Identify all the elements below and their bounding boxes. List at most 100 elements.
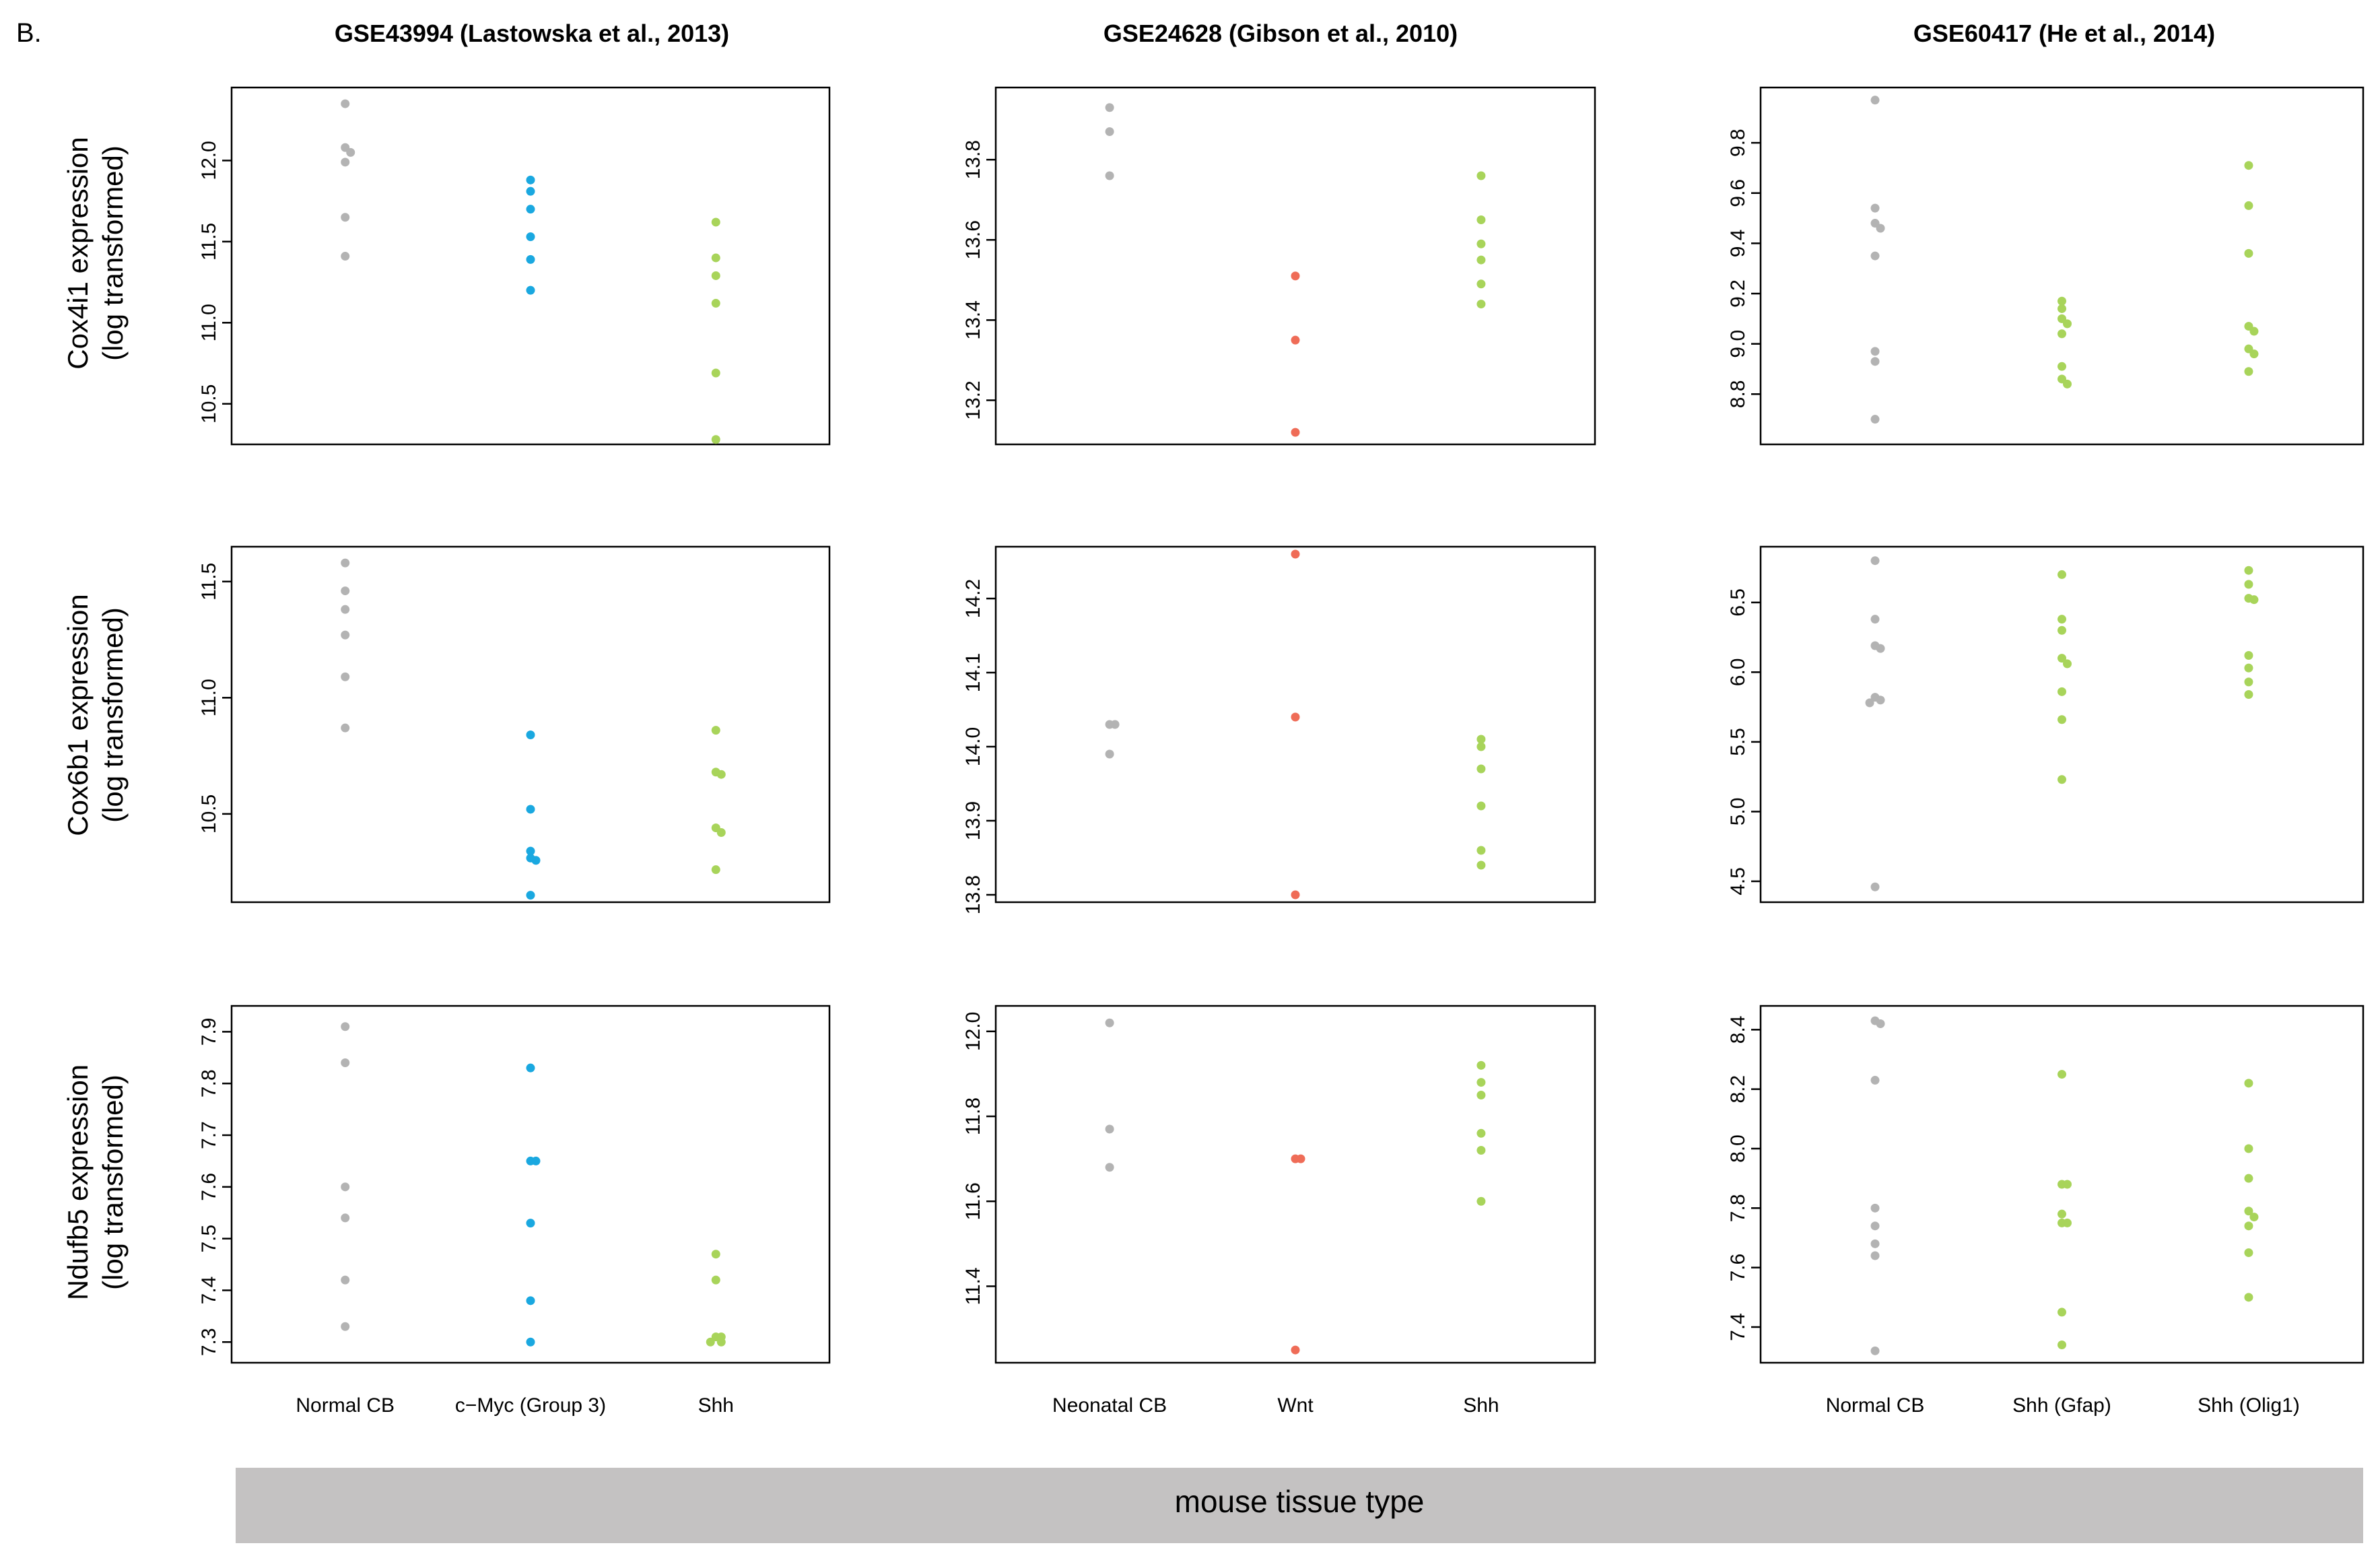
row-label-2: Cox6b1 expression (log transformed): [62, 594, 129, 836]
panel-ndufb5-gse24628-frame: [994, 1005, 1596, 1364]
row-label-3: Ndufb5 expression (log transformed): [62, 1064, 129, 1300]
panel-ndufb5-gse60417-point-1-0: [2058, 1070, 2066, 1079]
panel-cox6b1-gse24628-point-1-1: [1291, 712, 1300, 722]
panel-ndufb5-gse24628-point-1-2: [1291, 1345, 1300, 1355]
bottom-axis-label: mouse tissue type: [1175, 1484, 1425, 1519]
panel-cox6b1-gse24628-point-0-1: [1110, 720, 1120, 729]
panel-ndufb5-gse24628-point-2-5: [1476, 1196, 1486, 1206]
panel-ndufb5-gse60417-point-2-6: [2244, 1248, 2253, 1258]
row-label-2-gene: Cox6b1 expression: [62, 594, 94, 836]
panel-cox6b1-gse24628: 13.8 13.9 14.0 14.1 14.2: [962, 545, 1596, 914]
panel-cox4i1-gse43994-point-0-5: [341, 252, 350, 261]
panel-cox6b1-gse24628-ytick-label-2: 14.0: [962, 727, 984, 766]
panel-ndufb5-gse60417-point-2-1: [2244, 1144, 2253, 1153]
panel-cox4i1-gse24628-point-1-0: [1291, 271, 1300, 281]
panel-cox4i1-gse24628-point-2-2: [1476, 239, 1486, 248]
panel-ndufb5-gse60417-category-label-0: Normal CB: [1826, 1394, 1925, 1417]
row-label-1: Cox4i1 expression (log transformed): [62, 137, 129, 370]
panel-cox4i1-gse24628-point-0-2: [1105, 171, 1114, 180]
panel-cox6b1-gse60417: 4.5 5.0 5.5 6.0 6.5: [1727, 545, 2365, 904]
panel-cox6b1-gse43994-point-0-1: [341, 586, 350, 596]
row-label-1-gene: Cox4i1 expression: [62, 137, 94, 370]
panel-cox4i1-gse60417-point-0-1: [1870, 203, 1880, 213]
panel-cox6b1-gse43994-point-1-4: [531, 856, 541, 865]
panel-cox4i1-gse43994-ytick-label-0: 10.5: [198, 384, 220, 423]
panel-cox6b1-gse60417-point-1-4: [2063, 659, 2072, 669]
panel-ndufb5-gse43994-point-2-4: [706, 1337, 715, 1347]
panel-cox6b1-gse60417-point-0-0: [1870, 556, 1880, 566]
panel-ndufb5-gse43994-point-0-5: [341, 1322, 350, 1331]
panel-cox6b1-gse43994-point-0-2: [341, 605, 350, 614]
panel-ndufb5-gse43994-ytick-label-4: 7.7: [198, 1121, 220, 1149]
panel-cox6b1-gse43994-point-1-2: [526, 846, 535, 856]
panel-ndufb5-gse24628-point-2-4: [1476, 1146, 1486, 1155]
panel-cox4i1-gse60417-point-0-0: [1870, 96, 1880, 105]
panel-cox4i1-gse43994-frame: [230, 86, 831, 446]
panel-ndufb5-gse60417-ytick-label-0: 7.4: [1727, 1313, 1749, 1341]
panel-cox4i1-gse60417-ytick-label-4: 9.6: [1727, 179, 1749, 207]
panel-ndufb5-gse60417-point-1-3: [2058, 1209, 2066, 1219]
panel-ndufb5-gse60417: 7.4 7.6 7.8 8.0 8.2 8.4 Normal CB Shh (Gfap) Shh…: [1727, 1005, 2365, 1417]
panel-ndufb5-gse24628-category-label-0: Neonatal CB: [1052, 1394, 1167, 1417]
panel-cox4i1-gse24628-ytick-label-0: 13.2: [962, 380, 984, 419]
panel-cox4i1-gse60417: 8.8 9.0 9.2 9.4 9.6 9.8: [1727, 86, 2365, 446]
panel-ndufb5-gse60417-point-0-6: [1870, 1251, 1880, 1260]
panel-cox6b1-gse43994-ytick-label-2: 11.5: [198, 563, 220, 601]
panel-cox4i1-gse60417-point-0-6: [1870, 357, 1880, 366]
panel-ndufb5-gse43994-category-label-0: Normal CB: [296, 1394, 395, 1417]
panel-ndufb5-gse60417-ytick-label-2: 7.8: [1727, 1194, 1749, 1222]
panel-cox6b1-gse24628-point-1-0: [1291, 549, 1300, 559]
panel-ndufb5-gse24628-point-0-1: [1105, 1124, 1114, 1134]
panel-cox4i1-gse24628-ytick-label-3: 13.8: [962, 140, 984, 179]
panel-ndufb5-gse43994-ytick-label-2: 7.5: [198, 1225, 220, 1253]
panel-cox6b1-gse24628-ytick-label-1: 13.9: [962, 801, 984, 840]
panel-cox6b1-gse24628-ytick-label-0: 13.8: [962, 875, 984, 914]
panel-cox6b1-gse60417-point-0-5: [1876, 696, 1885, 705]
panel-cox6b1-gse60417-point-0-1: [1870, 615, 1880, 624]
panel-cox4i1-gse60417-point-0-5: [1870, 347, 1880, 356]
panel-cox4i1-gse60417-point-1-5: [2058, 362, 2066, 371]
panel-ndufb5-gse24628-point-2-2: [1476, 1091, 1486, 1099]
panel-cox4i1-gse43994-point-2-1: [711, 253, 720, 263]
panel-cox6b1-gse60417-point-0-6: [1865, 698, 1874, 708]
panel-cox6b1-gse43994-point-0-3: [341, 630, 350, 640]
panel-cox4i1-gse24628-point-2-1: [1476, 215, 1486, 225]
panel-ndufb5-gse43994-point-0-4: [341, 1275, 350, 1285]
panel-ndufb5-gse43994-point-0-2: [341, 1182, 350, 1192]
panel-cox6b1-gse60417-point-2-5: [2244, 663, 2253, 673]
panel-ndufb5-gse43994-point-1-5: [526, 1337, 535, 1347]
panel-cox6b1-gse60417-point-2-6: [2244, 677, 2253, 687]
panel-cox4i1-gse43994-point-1-5: [526, 285, 535, 295]
panel-ndufb5-gse60417-point-0-4: [1870, 1221, 1880, 1231]
panel-cox4i1-gse60417-point-2-6: [2249, 349, 2259, 359]
panel-letter: B.: [16, 18, 42, 48]
row-label-1-unit: (log transformed): [97, 145, 129, 361]
panel-ndufb5-gse60417-ytick-label-4: 8.2: [1727, 1075, 1749, 1104]
row-label-2-unit: (log transformed): [97, 607, 129, 823]
panel-cox4i1-gse60417-point-1-7: [2063, 379, 2072, 388]
panel-ndufb5-gse43994-point-2-5: [716, 1337, 726, 1347]
panel-ndufb5-gse60417-point-1-7: [2058, 1341, 2066, 1349]
panel-cox4i1-gse60417-point-0-4: [1870, 251, 1880, 261]
panel-ndufb5-gse24628: 11.4 11.6 11.8 12.0 Neonatal CB Wnt Shh: [962, 1005, 1596, 1417]
panel-cox4i1-gse43994-point-1-4: [526, 255, 535, 264]
panel-ndufb5-gse60417-point-1-5: [2063, 1218, 2072, 1227]
panel-cox4i1-gse60417-point-1-4: [2058, 329, 2066, 339]
panel-ndufb5-gse24628-point-0-0: [1105, 1018, 1114, 1027]
panel-ndufb5-gse43994-point-2-0: [711, 1250, 720, 1259]
panel-ndufb5-gse24628-point-2-3: [1476, 1128, 1486, 1138]
panel-cox4i1-gse60417-point-2-1: [2244, 201, 2253, 210]
panel-ndufb5-gse60417-point-2-2: [2244, 1174, 2253, 1183]
panel-ndufb5-gse60417-point-2-3: [2244, 1207, 2253, 1216]
panel-cox6b1-gse60417-frame: [1759, 545, 2365, 904]
panel-cox4i1-gse24628-ytick-label-1: 13.4: [962, 300, 984, 339]
panel-ndufb5-gse43994-point-2-1: [711, 1275, 720, 1285]
panel-cox6b1-gse60417-point-1-6: [2058, 715, 2066, 724]
panel-cox6b1-gse60417-point-1-5: [2058, 687, 2066, 696]
row-label-3-gene: Ndufb5 expression: [62, 1064, 94, 1300]
panel-ndufb5-gse60417-point-0-3: [1870, 1203, 1880, 1213]
panel-cox4i1-gse24628-frame: [994, 86, 1596, 446]
panel-cox6b1-gse24628-ytick-label-4: 14.2: [962, 579, 984, 618]
panel-ndufb5-gse60417-point-0-1: [1876, 1019, 1885, 1028]
